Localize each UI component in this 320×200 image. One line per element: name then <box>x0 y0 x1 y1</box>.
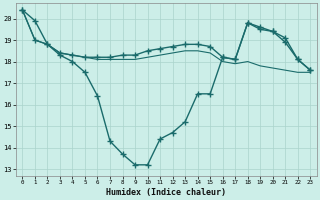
X-axis label: Humidex (Indice chaleur): Humidex (Indice chaleur) <box>106 188 226 197</box>
